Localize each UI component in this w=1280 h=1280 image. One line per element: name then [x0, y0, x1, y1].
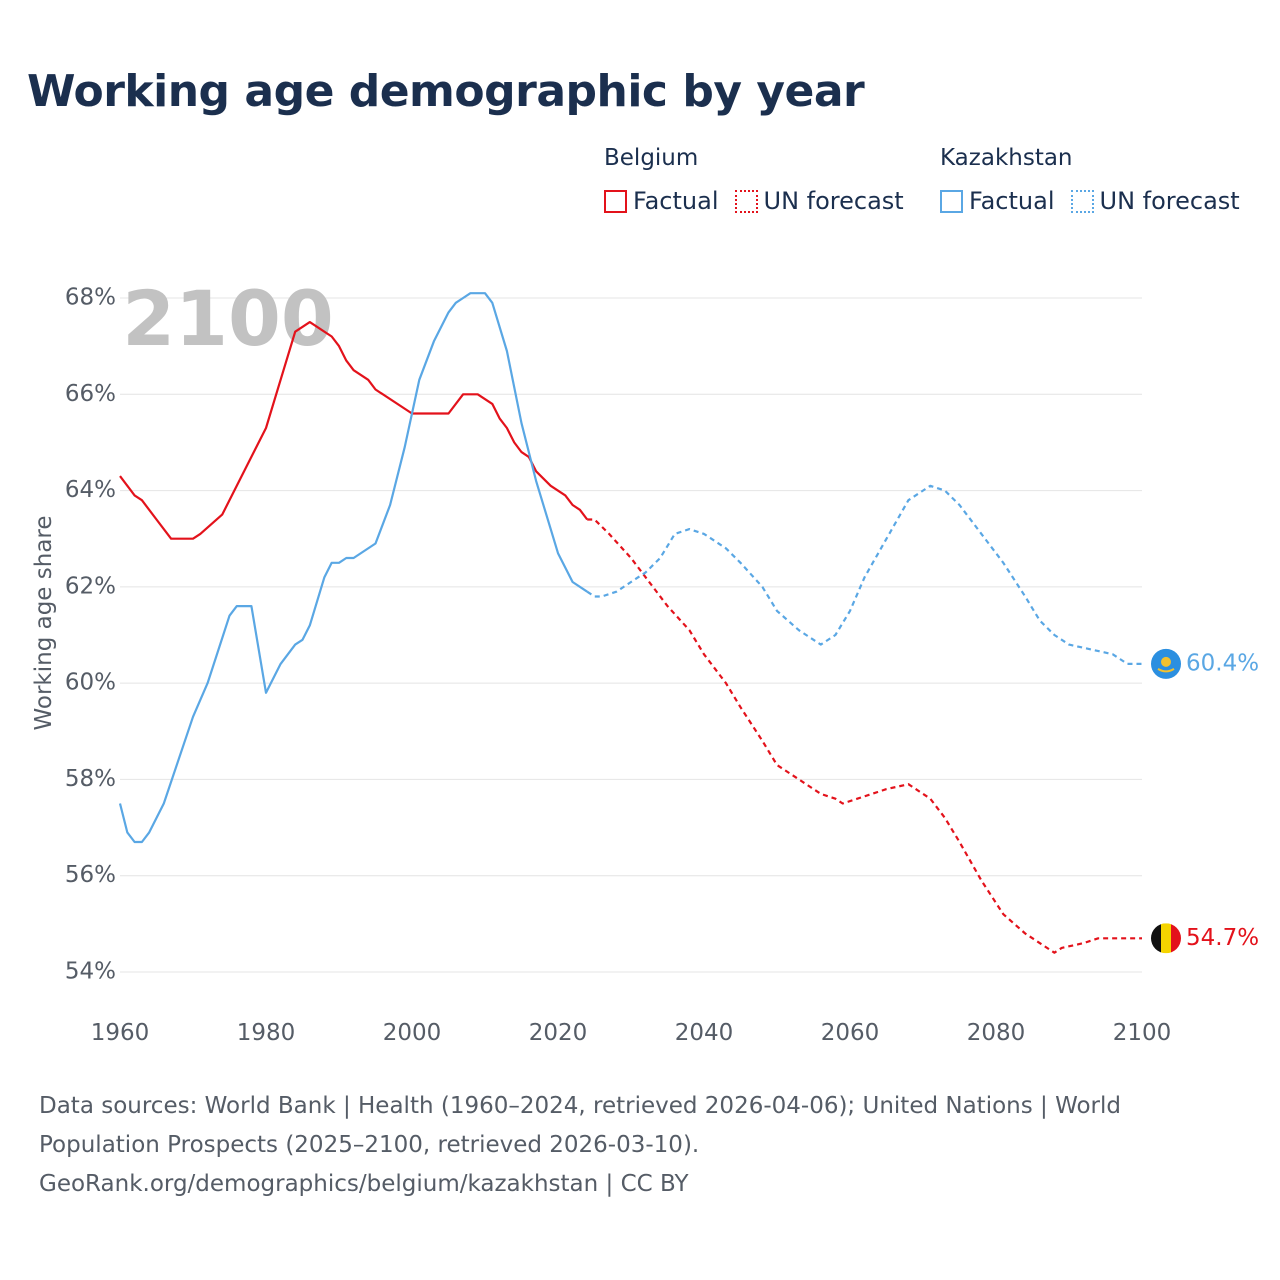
source-line-1: Data sources: World Bank | Health (1960–…: [39, 1093, 1121, 1119]
legend-group-label: Belgium: [604, 145, 699, 171]
x-tick-label: 1980: [237, 1020, 296, 1046]
kazakhstan-forecast-line: [586, 484, 1142, 666]
y-axis-label: Working age share: [31, 515, 57, 730]
legend-group-belgium: Belgium Factual UN forecast: [604, 145, 920, 215]
x-tick-label: 2000: [383, 1020, 442, 1046]
y-tick-label: 68%: [65, 285, 116, 311]
y-tick-label: 54%: [65, 959, 116, 985]
x-tick-label: 2060: [821, 1020, 880, 1046]
x-tick-label: 2020: [529, 1020, 588, 1046]
source-line-3: GeoRank.org/demographics/belgium/kazakhs…: [39, 1171, 689, 1197]
legend-swatch-solid: [940, 189, 963, 213]
legend-item-label: Factual: [969, 187, 1055, 215]
line-chart: 2100 54% 56% 58% 60% 62% 64% 66% 68% 1960 1980 20…: [31, 274, 1259, 1046]
chart-title: Working age demographic by year: [27, 66, 865, 117]
legend-group-kazakhstan: Kazakhstan Factual UN forecast: [940, 145, 1256, 215]
legend-swatch-dotted: [734, 189, 758, 213]
legend-item-belgium-forecast[interactable]: UN forecast: [734, 187, 904, 215]
kazakhstan-flag-icon: [1151, 648, 1181, 679]
belgium-end-value: 54.7%: [1186, 925, 1259, 951]
x-tick-label: 2040: [675, 1020, 734, 1046]
kazakhstan-factual-line: [118, 292, 588, 844]
y-tick-label: 66%: [65, 381, 116, 407]
x-tick-label: 2100: [1113, 1020, 1172, 1046]
y-tick-label: 56%: [65, 862, 116, 888]
legend-item-label: Factual: [633, 187, 719, 215]
chart-area: 2100 54% 56% 58% 60% 62% 64% 66% 68% 1960 1980 20…: [0, 240, 1280, 1060]
kazakhstan-end-value: 60.4%: [1186, 650, 1259, 676]
belgium-forecast-line: [587, 518, 1142, 954]
legend-item-kazakhstan-forecast[interactable]: UN forecast: [1070, 187, 1240, 215]
y-tick-label: 58%: [65, 766, 116, 792]
year-watermark: 2100: [122, 274, 334, 363]
y-tick-label: 64%: [65, 477, 116, 503]
source-note: Data sources: World Bank | Health (1960–…: [39, 1087, 1239, 1204]
legend-item-label: UN forecast: [1099, 187, 1240, 215]
source-line-2: Population Prospects (2025–2100, retriev…: [39, 1132, 700, 1158]
y-tick-label: 60%: [65, 670, 116, 696]
series-lines: [118, 292, 1142, 954]
legend-group-label: Kazakhstan: [940, 145, 1073, 171]
legend-item-label: UN forecast: [763, 187, 904, 215]
belgium-flag-icon: [1151, 923, 1181, 954]
x-axis-ticks: 1960 1980 2000 2020 2040 2060 2080 2100: [91, 1020, 1172, 1046]
x-tick-label: 2080: [967, 1020, 1026, 1046]
legend-item-kazakhstan-factual[interactable]: Factual: [940, 187, 1055, 215]
legend-item-belgium-factual[interactable]: Factual: [604, 187, 719, 215]
x-tick-label: 1960: [91, 1020, 150, 1046]
y-axis-ticks: 54% 56% 58% 60% 62% 64% 66% 68%: [65, 285, 116, 985]
legend-swatch-solid: [604, 189, 627, 213]
legend-swatch-dotted: [1070, 189, 1094, 213]
end-markers: 60.4% 54.7%: [1151, 648, 1259, 954]
gridlines: [120, 297, 1142, 973]
y-tick-label: 62%: [65, 573, 116, 599]
